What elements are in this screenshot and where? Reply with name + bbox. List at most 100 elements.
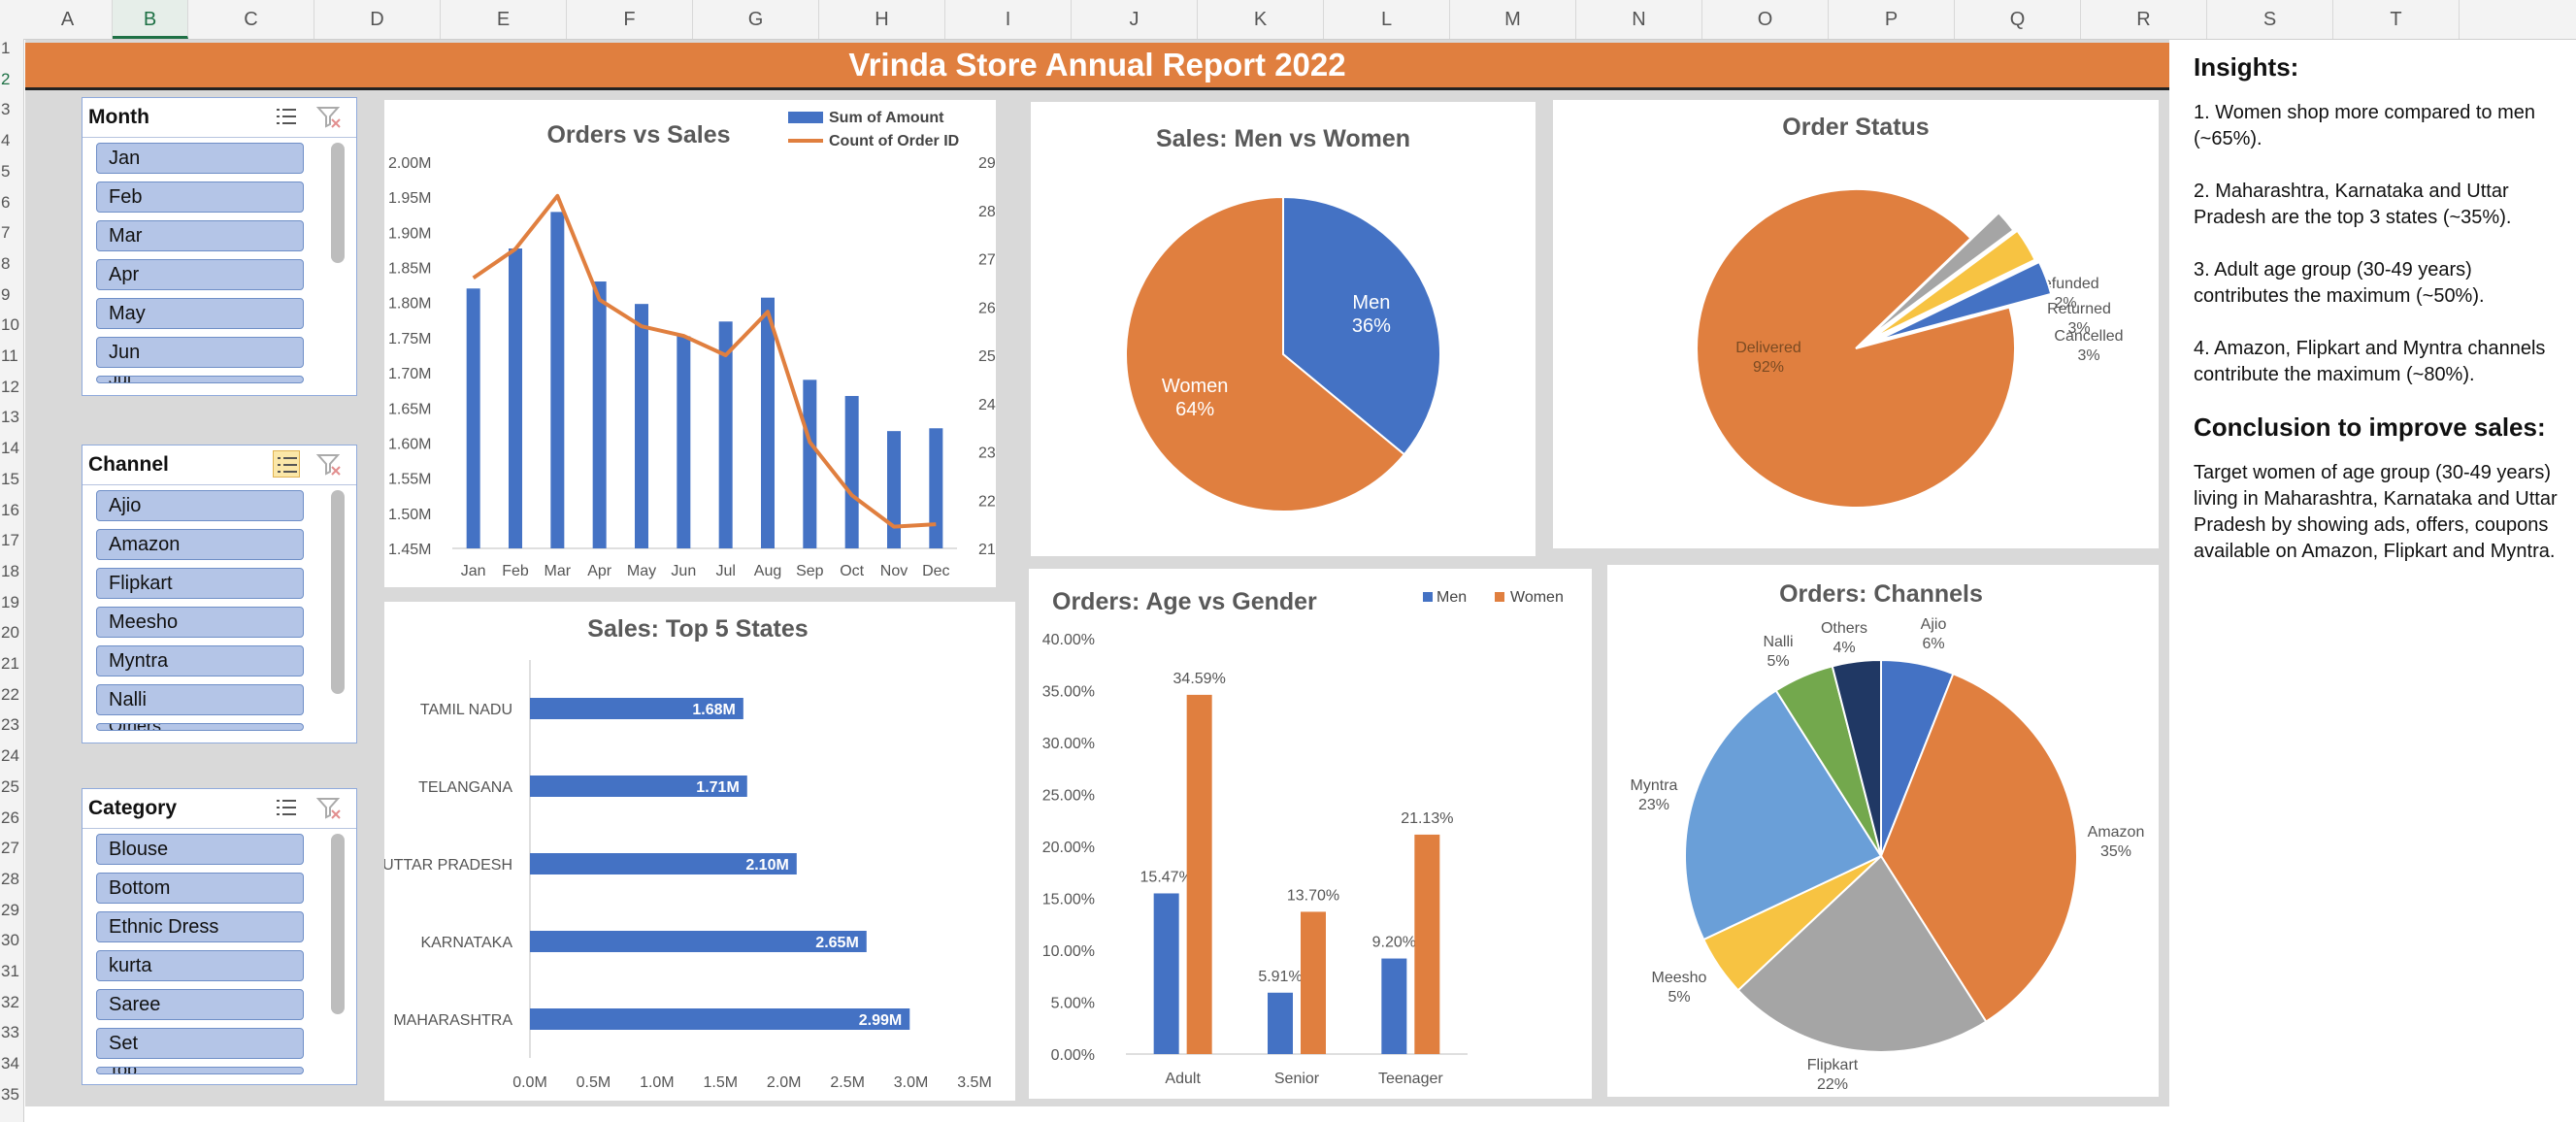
row-header[interactable]: 31 <box>1 962 19 980</box>
row-header[interactable]: 15 <box>1 469 19 488</box>
slicer-item-flipkart[interactable]: Flipkart <box>96 568 304 599</box>
category-slicer[interactable]: Category Blouse Bottom Ethnic Dress kurta Sa… <box>82 788 357 1085</box>
slicer-item-nalli[interactable]: Nalli <box>96 684 304 715</box>
row-header[interactable]: 22 <box>1 684 19 704</box>
slicer-item-others[interactable]: Others <box>96 723 304 731</box>
column-header[interactable]: Q <box>1955 0 2081 39</box>
clear-filter-icon[interactable] <box>315 450 343 478</box>
channel-slicer[interactable]: Channel Ajio Amazon Flipkart Meesho Myntra Na… <box>82 445 357 743</box>
row-header[interactable]: 2 <box>1 69 11 88</box>
slicer-item-may[interactable]: May <box>96 298 304 329</box>
row-header[interactable]: 14 <box>1 439 19 458</box>
row-header[interactable]: 13 <box>1 408 19 427</box>
column-header[interactable]: I <box>945 0 1072 39</box>
slicer-item-jun[interactable]: Jun <box>96 337 304 368</box>
multi-select-icon[interactable] <box>273 794 300 821</box>
slicer-item-jan[interactable]: Jan <box>96 143 304 174</box>
slicer-item-mar[interactable]: Mar <box>96 220 304 251</box>
column-header[interactable]: E <box>441 0 567 39</box>
column-header[interactable]: A <box>23 0 113 39</box>
column-header[interactable]: P <box>1829 0 1955 39</box>
clear-filter-icon[interactable] <box>315 794 343 821</box>
row-header[interactable]: 34 <box>1 1054 19 1073</box>
multi-select-icon[interactable] <box>273 450 300 478</box>
slicer-item-ajio[interactable]: Ajio <box>96 490 304 521</box>
column-header[interactable]: M <box>1450 0 1576 39</box>
top-states-panel[interactable]: Sales: Top 5 States 1.68M TAMIL NADU 1.71M T… <box>384 602 1015 1101</box>
slicer-item-saree[interactable]: Saree <box>96 989 304 1020</box>
slicer-scrollbar[interactable] <box>331 834 345 1014</box>
row-header[interactable]: 5 <box>1 161 11 181</box>
row-header[interactable]: 25 <box>1 776 19 796</box>
month-slicer[interactable]: Month Jan Feb Mar Apr May Jun Jul <box>82 97 357 396</box>
row-header[interactable]: 20 <box>1 623 19 643</box>
column-header[interactable]: F <box>567 0 693 39</box>
row-header[interactable]: 10 <box>1 315 19 335</box>
sales-men-women-panel[interactable]: Sales: Men vs Women Men 36% Women 64% <box>1031 102 1536 556</box>
column-header[interactable]: B <box>113 0 188 39</box>
channels-panel[interactable]: Orders: Channels Ajio 6% Amazon 35% Flipkart 2… <box>1607 565 2159 1097</box>
column-header[interactable]: N <box>1576 0 1702 39</box>
row-header[interactable]: 3 <box>1 100 11 119</box>
pie-slice <box>1871 229 2036 340</box>
slicer-item-ethnic-dress[interactable]: Ethnic Dress <box>96 911 304 942</box>
multi-select-icon[interactable] <box>273 103 300 130</box>
row-header[interactable]: 19 <box>1 592 19 611</box>
order-status-panel[interactable]: Order Status Delivered 92% Refunded 2% Return… <box>1553 100 2159 548</box>
slicer-scrollbar[interactable] <box>331 143 345 263</box>
column-header[interactable]: S <box>2207 0 2333 39</box>
slicer-item-blouse[interactable]: Blouse <box>96 834 304 865</box>
column-header[interactable]: D <box>314 0 441 39</box>
row-header[interactable]: 4 <box>1 131 11 150</box>
column-header[interactable]: T <box>2333 0 2460 39</box>
column-header[interactable]: O <box>1702 0 1829 39</box>
row-header[interactable]: 17 <box>1 531 19 550</box>
slicer-item-kurta[interactable]: kurta <box>96 950 304 981</box>
row-header[interactable]: 23 <box>1 715 19 735</box>
bar <box>550 212 565 548</box>
column-header[interactable]: G <box>693 0 819 39</box>
age-gender-panel[interactable]: Orders: Age vs Gender Men Women 0.00% 5.00% 1… <box>1029 569 1592 1099</box>
row-header[interactable]: 21 <box>1 654 19 673</box>
slicer-item-meesho[interactable]: Meesho <box>96 607 304 638</box>
slicer-item-bottom[interactable]: Bottom <box>96 873 304 904</box>
data-label: 5.91% <box>1258 969 1302 985</box>
slicer-item-set[interactable]: Set <box>96 1028 304 1059</box>
row-header[interactable]: 16 <box>1 500 19 519</box>
column-header[interactable]: L <box>1324 0 1450 39</box>
row-header[interactable]: 29 <box>1 900 19 919</box>
slicer-scrollbar[interactable] <box>331 490 345 694</box>
slicer-item-myntra[interactable]: Myntra <box>96 645 304 676</box>
clear-filter-icon[interactable] <box>315 103 343 130</box>
slicer-item-apr[interactable]: Apr <box>96 259 304 290</box>
slicer-item-top[interactable]: Top <box>96 1067 304 1074</box>
row-header[interactable]: 33 <box>1 1023 19 1042</box>
row-header[interactable]: 27 <box>1 839 19 858</box>
row-header[interactable]: 8 <box>1 253 11 273</box>
column-header[interactable]: C <box>188 0 314 39</box>
column-header[interactable]: R <box>2081 0 2207 39</box>
column-header[interactable]: K <box>1198 0 1324 39</box>
row-header[interactable]: 26 <box>1 808 19 827</box>
row-header[interactable]: 6 <box>1 192 11 212</box>
row-header[interactable]: 9 <box>1 284 11 304</box>
row-header[interactable]: 32 <box>1 992 19 1011</box>
row-header[interactable]: 1 <box>1 39 11 57</box>
row-header[interactable]: 12 <box>1 377 19 396</box>
row-header[interactable]: 30 <box>1 931 19 950</box>
orders-vs-sales-panel[interactable]: Orders vs Sales Sum of Amount Count of Ord… <box>384 100 996 587</box>
row-header[interactable]: 7 <box>1 223 11 243</box>
column-header[interactable]: H <box>819 0 945 39</box>
row-header[interactable]: 35 <box>1 1084 19 1104</box>
bar <box>844 395 859 548</box>
row-header[interactable]: 11 <box>1 346 18 365</box>
row-header[interactable]: 28 <box>1 869 19 888</box>
slicer-item-feb[interactable]: Feb <box>96 182 304 213</box>
slicer-item-amazon[interactable]: Amazon <box>96 529 304 560</box>
slice-label: Men <box>1352 292 1390 314</box>
row-header[interactable]: 18 <box>1 561 19 580</box>
column-header[interactable]: J <box>1072 0 1198 39</box>
row-header[interactable]: 24 <box>1 746 19 766</box>
slicer-item-jul[interactable]: Jul <box>96 376 304 383</box>
x-tick-label: Dec <box>922 563 949 579</box>
